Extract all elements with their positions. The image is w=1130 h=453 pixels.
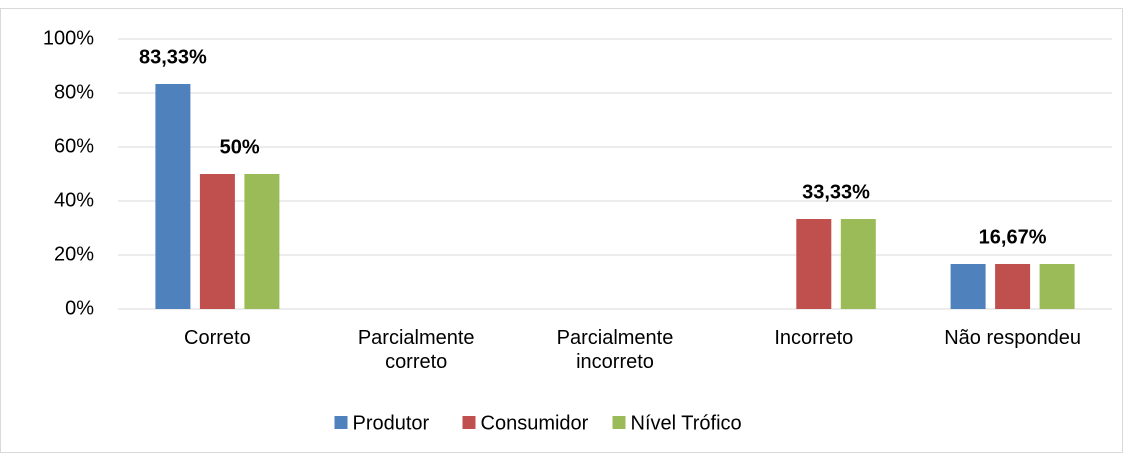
- data-label: 50%: [220, 136, 260, 158]
- x-tick-label: Incorreto: [774, 327, 854, 349]
- bar: [199, 174, 235, 309]
- x-tick-label: Parcialmente incorreto: [556, 327, 674, 373]
- y-tick-label: 100%: [43, 27, 94, 49]
- bar: [1039, 263, 1075, 309]
- bar: [155, 84, 191, 309]
- x-tick-label: Não respondeu: [944, 327, 1081, 349]
- y-tick-label: 60%: [54, 135, 94, 157]
- legend-swatch: [612, 416, 626, 429]
- y-tick-label: 80%: [54, 81, 94, 103]
- legend-swatch: [334, 416, 348, 429]
- legend-label: Produtor: [353, 412, 430, 434]
- bar: [995, 263, 1031, 309]
- data-label: 83,33%: [139, 46, 207, 68]
- bar: [840, 219, 876, 309]
- y-tick-label: 0%: [65, 297, 94, 319]
- legend-label: Consumidor: [481, 412, 589, 434]
- bar: [950, 263, 986, 309]
- bar: [796, 219, 832, 309]
- x-tick-label: Parcialmente correto: [357, 327, 475, 373]
- y-tick-label: 40%: [54, 189, 94, 211]
- legend-label: Nível Trófico: [631, 412, 742, 434]
- legend-swatch: [462, 416, 476, 429]
- bar: [244, 174, 280, 309]
- data-label: 33,33%: [802, 181, 870, 203]
- y-tick-label: 20%: [54, 243, 94, 265]
- x-tick-label: Correto: [184, 327, 251, 349]
- data-label: 16,67%: [979, 226, 1047, 248]
